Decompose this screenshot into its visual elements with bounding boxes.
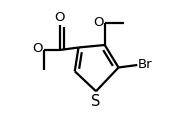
Text: O: O	[94, 16, 104, 29]
Text: O: O	[32, 42, 43, 55]
Text: S: S	[91, 94, 101, 109]
Text: O: O	[55, 11, 65, 24]
Text: Br: Br	[138, 58, 152, 71]
